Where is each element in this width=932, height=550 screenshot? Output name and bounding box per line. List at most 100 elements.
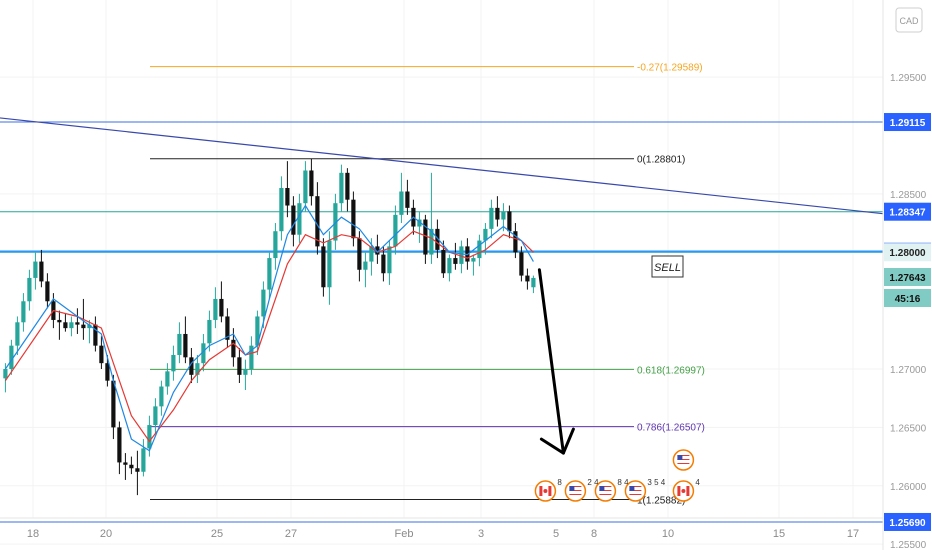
flag-band-right xyxy=(548,486,552,496)
candle-body xyxy=(471,258,476,262)
x-tick-label: 27 xyxy=(285,528,297,540)
candle-body xyxy=(135,468,140,472)
candle-body xyxy=(123,462,128,465)
flag-stripe xyxy=(629,494,642,495)
maple-leaf-icon xyxy=(681,489,686,493)
candle-body xyxy=(345,172,350,200)
price-tags: 1.291151.283471.280041.280001.2764345:16… xyxy=(884,113,931,531)
flag-stripe xyxy=(629,488,642,489)
flag-band-left xyxy=(539,486,543,496)
flag-canton xyxy=(677,455,683,460)
flag-stripe xyxy=(599,486,612,487)
price-tag-label: 1.28000 xyxy=(889,248,926,259)
candle-body xyxy=(153,406,158,426)
candle-body xyxy=(489,207,494,229)
event-count: 2 4 xyxy=(587,478,599,487)
fibonacci-levels: -0.27(1.29589) 0(1.28801) 0.618(1.26997) 0.… xyxy=(150,63,705,507)
candle-body xyxy=(129,464,134,469)
candle-body xyxy=(81,324,86,329)
candle-body xyxy=(9,345,14,370)
flag-stripe xyxy=(677,461,690,462)
price-tag-box xyxy=(884,202,931,221)
x-tick-label: 8 xyxy=(591,528,597,540)
candle-body xyxy=(405,191,410,208)
candle-body xyxy=(351,199,356,239)
candle-body xyxy=(363,261,368,270)
price-tag-label: 1.29115 xyxy=(890,118,926,129)
candle-body xyxy=(189,357,194,375)
candle-body xyxy=(75,322,80,325)
candle-body xyxy=(267,258,272,290)
candle-body xyxy=(69,322,74,329)
candle-body xyxy=(327,240,332,288)
x-tick-label: 3 xyxy=(478,528,484,540)
candle-body xyxy=(99,345,104,364)
candle-body xyxy=(243,369,248,375)
candle-body xyxy=(105,363,110,381)
candle-body xyxy=(219,298,224,317)
candle-body xyxy=(423,219,428,255)
candle-body xyxy=(525,275,530,282)
candle-body xyxy=(513,231,518,253)
flag-stripe xyxy=(677,459,690,460)
candle-body xyxy=(207,319,212,344)
candle-body xyxy=(15,322,20,346)
moving-averages xyxy=(4,204,534,452)
canada-event-icon: 4 xyxy=(672,478,700,502)
candles xyxy=(3,158,536,496)
candle-body xyxy=(21,301,26,323)
x-tick-label: 20 xyxy=(100,528,112,540)
candle-body xyxy=(483,228,488,241)
price-tag-box xyxy=(884,512,931,531)
price-tag-label: 45:16 xyxy=(895,294,921,305)
flag-band-right xyxy=(686,486,690,496)
event-count: 8 xyxy=(557,478,562,487)
descending-trendline xyxy=(0,117,884,215)
flag-stripe xyxy=(677,455,690,456)
flag-stripe xyxy=(599,490,612,491)
time-axis: 18 20 25 27 Feb 3 5 8 10 15 17 xyxy=(27,528,859,540)
candle-body xyxy=(285,188,290,206)
candle-body xyxy=(213,298,218,320)
candle-body xyxy=(531,277,536,288)
candle-body xyxy=(453,258,458,264)
x-tick-label: 25 xyxy=(211,528,223,540)
currency-label: CAD xyxy=(899,16,919,26)
maple-leaf-icon xyxy=(543,489,548,493)
candle-body xyxy=(117,427,122,463)
currency-badge[interactable]: CAD xyxy=(895,7,923,33)
y-tick-label: 1.26500 xyxy=(890,423,927,434)
us-event-icon xyxy=(672,449,695,471)
price-tag: 1.28347 xyxy=(884,202,931,221)
candle-body xyxy=(495,207,500,220)
y-tick-label: 1.28500 xyxy=(890,190,927,201)
price-tag-label: 1.28347 xyxy=(889,208,926,219)
candle-body xyxy=(165,371,170,387)
flag-canton xyxy=(629,486,635,491)
y-tick-label: 1.26000 xyxy=(890,482,927,493)
candle-body xyxy=(441,249,446,274)
flag-stripe xyxy=(599,488,612,489)
event-count: 4 xyxy=(695,478,700,487)
candle-body xyxy=(273,231,278,259)
price-tag: 1.28000 xyxy=(884,243,931,262)
candle-body xyxy=(111,380,116,428)
flag-stripe xyxy=(677,463,690,464)
candle-body xyxy=(147,425,152,449)
ema-fast-line xyxy=(4,204,534,452)
candle-body xyxy=(93,324,98,346)
candle-body xyxy=(159,386,164,407)
candle-body xyxy=(315,196,320,247)
candle-body xyxy=(195,363,200,375)
price-tag: 45:16 xyxy=(884,289,931,307)
candle-body xyxy=(231,339,236,358)
x-tick-label: 5 xyxy=(553,528,559,540)
y-tick-label: 1.25500 xyxy=(890,540,927,550)
us-event-icon: 3 5 4 xyxy=(624,478,666,502)
candle-body xyxy=(303,170,308,204)
flag-stripe xyxy=(569,488,582,489)
candle-body xyxy=(447,258,452,274)
candle-body xyxy=(339,172,344,204)
fib-level-label: 1(1.25882) xyxy=(637,496,685,507)
